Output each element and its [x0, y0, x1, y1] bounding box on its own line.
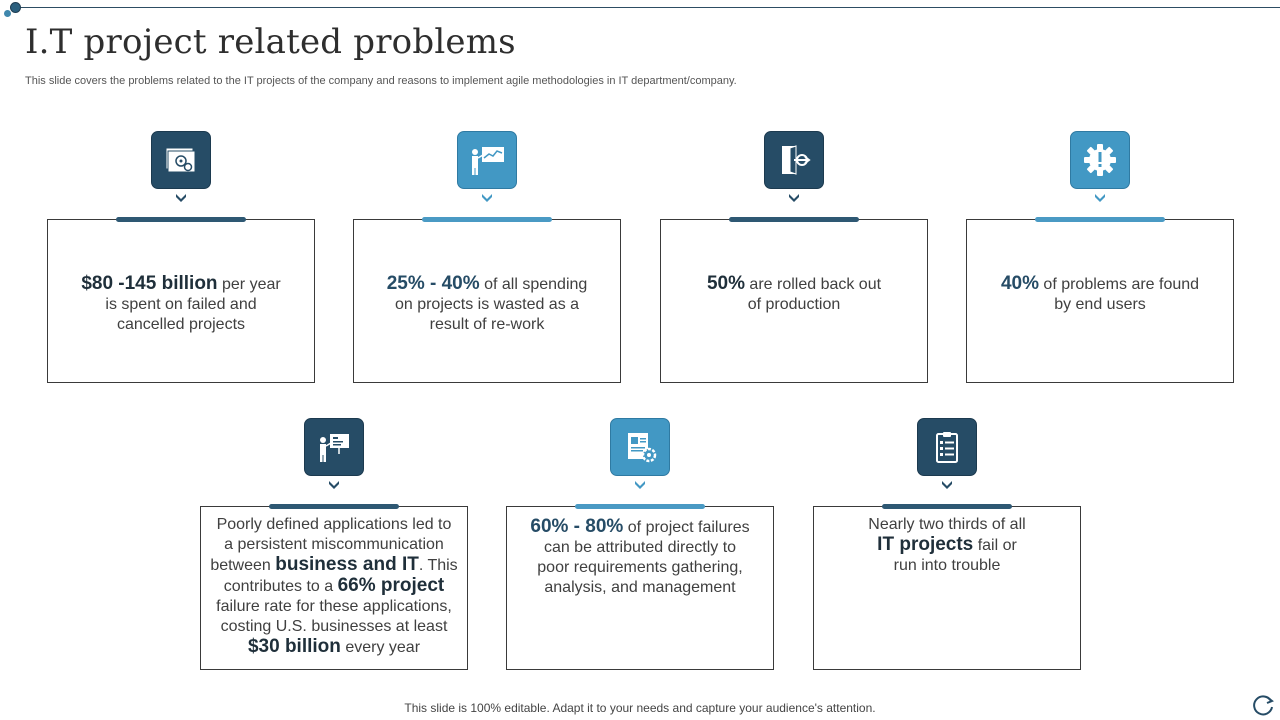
problem-box: Poorly defined applications led to a per… — [200, 506, 468, 670]
footer-note: This slide is 100% editable. Adapt it to… — [404, 701, 876, 715]
problem-card-6: 60% - 80% of project failures can be att… — [506, 418, 774, 670]
card-text: of all spending — [479, 276, 588, 293]
card-accent-bar — [269, 504, 399, 509]
card-highlight: 50% — [706, 273, 745, 294]
card-text: of project failures — [623, 519, 750, 536]
problem-box: 40% of problems are found by end users — [966, 219, 1234, 383]
problem-card-2: 25% - 40% of all spending on projects is… — [353, 131, 621, 383]
refresh-icon[interactable] — [1250, 692, 1276, 718]
problem-card-3: 50% are rolled back out of production — [660, 131, 928, 383]
card-text: costing U.S. businesses at least — [220, 618, 448, 635]
card-text: . This — [418, 557, 458, 574]
card-text: of production — [747, 296, 841, 313]
problem-box: Nearly two thirds of all IT projects fai… — [813, 506, 1081, 670]
chevron-down-icon — [942, 481, 952, 489]
card-accent-bar — [1035, 217, 1165, 222]
card-text: between — [210, 557, 276, 574]
chevron-down-icon — [482, 194, 492, 202]
card-text: failure rate for these applications, — [216, 598, 452, 615]
card-text: on projects is wasted as a — [394, 296, 580, 313]
card-text: Nearly two thirds of all — [868, 516, 1026, 533]
card-accent-bar — [422, 217, 552, 222]
card-text: a persistent miscommunication — [224, 536, 444, 553]
card-text: every year — [340, 639, 421, 656]
chevron-down-icon — [789, 194, 799, 202]
card-text: result of re-work — [429, 316, 545, 333]
card-highlight: 40% — [1000, 273, 1039, 294]
problem-box: 25% - 40% of all spending on projects is… — [353, 219, 621, 383]
decorative-dot-small — [4, 10, 11, 17]
card-highlight: 66% project — [337, 575, 445, 596]
top-divider-line — [14, 7, 1280, 8]
problem-box: 50% are rolled back out of production — [660, 219, 928, 383]
chevron-down-icon — [1095, 194, 1105, 202]
problem-card-4: 40% of problems are found by end users — [966, 131, 1234, 383]
card-accent-bar — [116, 217, 246, 222]
card-text: per year — [217, 276, 281, 293]
card-highlight: IT projects — [877, 534, 974, 555]
problem-card-7: Nearly two thirds of all IT projects fai… — [813, 418, 1081, 670]
card-text: can be attributed directly to — [543, 539, 737, 556]
gear-alert-icon — [1070, 131, 1130, 189]
problem-box: 60% - 80% of project failures can be att… — [506, 506, 774, 670]
problem-card-5: Poorly defined applications led to a per… — [200, 418, 468, 670]
card-highlight: 60% - 80% — [530, 516, 624, 537]
problem-box: $80 -145 billion per year is spent on fa… — [47, 219, 315, 383]
card-highlight: $30 billion — [247, 636, 341, 657]
exit-door-icon — [764, 131, 824, 189]
chevron-down-icon — [635, 481, 645, 489]
money-gears-icon — [151, 131, 211, 189]
page-title: I.T project related problems — [25, 22, 516, 62]
card-highlight: business and IT — [275, 554, 419, 575]
card-text: contributes to a — [223, 578, 338, 595]
card-accent-bar — [575, 504, 705, 509]
presenter-board-icon — [304, 418, 364, 476]
card-text: Poorly defined applications led to — [216, 516, 452, 533]
card-text: cancelled projects — [116, 316, 246, 333]
card-text: poor requirements gathering, — [537, 559, 743, 576]
chevron-down-icon — [176, 194, 186, 202]
page-subtitle: This slide covers the problems related t… — [25, 75, 737, 87]
card-highlight: 25% - 40% — [386, 273, 480, 294]
card-text: are rolled back out — [744, 276, 882, 293]
card-text: of problems are found — [1038, 276, 1200, 293]
card-text: is spent on failed and — [105, 296, 257, 313]
document-gear-icon — [610, 418, 670, 476]
card-text: by end users — [1054, 296, 1146, 313]
chevron-down-icon — [329, 481, 339, 489]
card-text: run into trouble — [893, 557, 1001, 574]
decorative-dot — [10, 2, 21, 13]
presentation-chart-icon — [457, 131, 517, 189]
clipboard-checklist-icon — [917, 418, 977, 476]
card-text: fail or — [973, 537, 1017, 554]
card-highlight: $80 -145 billion — [81, 273, 218, 294]
card-accent-bar — [729, 217, 859, 222]
card-accent-bar — [882, 504, 1012, 509]
card-text: analysis, and management — [544, 579, 736, 596]
problem-card-1: $80 -145 billion per year is spent on fa… — [47, 131, 315, 383]
